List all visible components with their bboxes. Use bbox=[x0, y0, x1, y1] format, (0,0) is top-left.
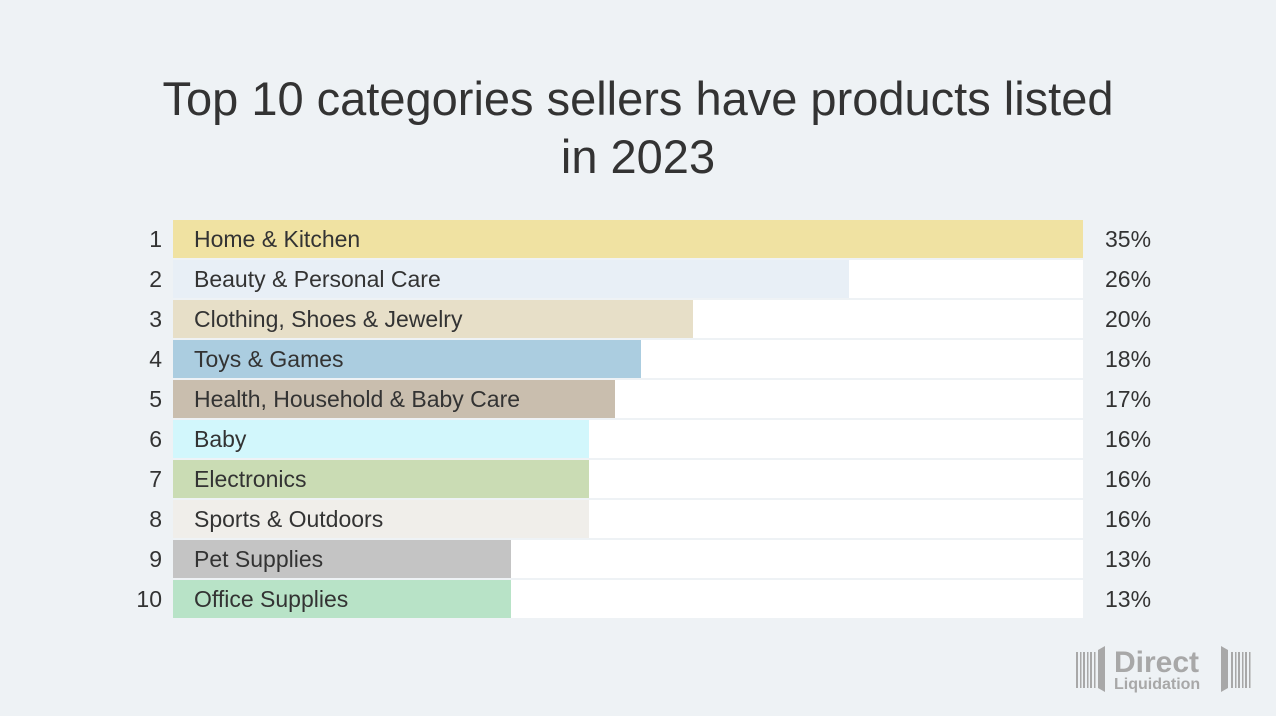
category-label: Health, Household & Baby Care bbox=[194, 386, 521, 412]
category-label: Pet Supplies bbox=[194, 546, 324, 572]
rank-label: 5 bbox=[149, 386, 162, 412]
bar bbox=[173, 260, 849, 298]
chart-title-line-1: Top 10 categories sellers have products … bbox=[162, 72, 1114, 125]
barcode-right-icon bbox=[1221, 646, 1251, 692]
value-label: 16% bbox=[1105, 466, 1152, 492]
category-label: Home & Kitchen bbox=[194, 226, 361, 252]
value-label: 16% bbox=[1105, 426, 1152, 452]
value-label: 18% bbox=[1105, 346, 1152, 372]
bar-track: Home & Kitchen bbox=[173, 220, 1083, 258]
bar-row: 4 Toys & Games 18% bbox=[0, 340, 1276, 378]
logo-text-liquidation: Liquidation bbox=[1114, 676, 1200, 693]
rank-label: 2 bbox=[149, 266, 162, 292]
category-label: Clothing, Shoes & Jewelry bbox=[194, 306, 463, 332]
rank-label: 4 bbox=[149, 346, 162, 372]
bar-row: 3 Clothing, Shoes & Jewelry 20% bbox=[0, 300, 1276, 338]
bar bbox=[173, 220, 1083, 258]
bar-row: 2 Beauty & Personal Care 26% bbox=[0, 260, 1276, 298]
bar-track: Pet Supplies bbox=[173, 540, 1083, 578]
value-label: 16% bbox=[1105, 506, 1152, 532]
bar-row: 5 Health, Household & Baby Care 17% bbox=[0, 380, 1276, 418]
bar bbox=[173, 500, 589, 538]
value-label: 17% bbox=[1105, 386, 1152, 412]
bar-row: 9 Pet Supplies 13% bbox=[0, 540, 1276, 578]
bar bbox=[173, 340, 641, 378]
rank-label: 3 bbox=[149, 306, 162, 332]
rank-label: 6 bbox=[149, 426, 162, 452]
category-label: Baby bbox=[194, 426, 247, 452]
bar-row: 10 Office Supplies 13% bbox=[0, 580, 1276, 618]
bar bbox=[173, 380, 615, 418]
logo-text-direct: Direct bbox=[1114, 646, 1199, 679]
value-label: 13% bbox=[1105, 546, 1152, 572]
bar-row: 7 Electronics 16% bbox=[0, 460, 1276, 498]
value-label: 35% bbox=[1105, 226, 1152, 252]
bar-row: 1 Home & Kitchen 35% bbox=[0, 220, 1276, 258]
category-label: Office Supplies bbox=[194, 586, 349, 612]
rank-label: 8 bbox=[149, 506, 162, 532]
barcode-left-icon bbox=[1076, 646, 1105, 692]
value-label: 20% bbox=[1105, 306, 1152, 332]
bar-track: Beauty & Personal Care bbox=[173, 260, 1083, 298]
rank-label: 10 bbox=[136, 586, 162, 612]
bar bbox=[173, 580, 511, 618]
bar-track: Office Supplies bbox=[173, 580, 1083, 618]
rank-label: 9 bbox=[149, 546, 162, 572]
bar-track: Electronics bbox=[173, 460, 1083, 498]
bar bbox=[173, 420, 589, 458]
rank-label: 7 bbox=[149, 466, 162, 492]
bar-track: Clothing, Shoes & Jewelry bbox=[173, 300, 1083, 338]
category-label: Toys & Games bbox=[194, 346, 344, 372]
bar bbox=[173, 300, 693, 338]
value-label: 26% bbox=[1105, 266, 1152, 292]
bar-row: 6 Baby 16% bbox=[0, 420, 1276, 458]
chart-title-line-2: in 2023 bbox=[560, 130, 716, 183]
category-label: Sports & Outdoors bbox=[194, 506, 384, 532]
bar bbox=[173, 540, 511, 578]
direct-liquidation-logo: Direct Liquidation bbox=[1076, 646, 1251, 693]
value-label: 13% bbox=[1105, 586, 1152, 612]
category-label: Beauty & Personal Care bbox=[194, 266, 441, 292]
bar bbox=[173, 460, 589, 498]
bar-track: Toys & Games bbox=[173, 340, 1083, 378]
bar-row: 8 Sports & Outdoors 16% bbox=[0, 500, 1276, 538]
category-label: Electronics bbox=[194, 466, 307, 492]
rank-label: 1 bbox=[149, 226, 162, 252]
bar-track: Baby bbox=[173, 420, 1083, 458]
bar-track: Health, Household & Baby Care bbox=[173, 380, 1083, 418]
chart-title: Top 10 categories sellers have products … bbox=[0, 70, 1276, 186]
bar-track: Sports & Outdoors bbox=[173, 500, 1083, 538]
